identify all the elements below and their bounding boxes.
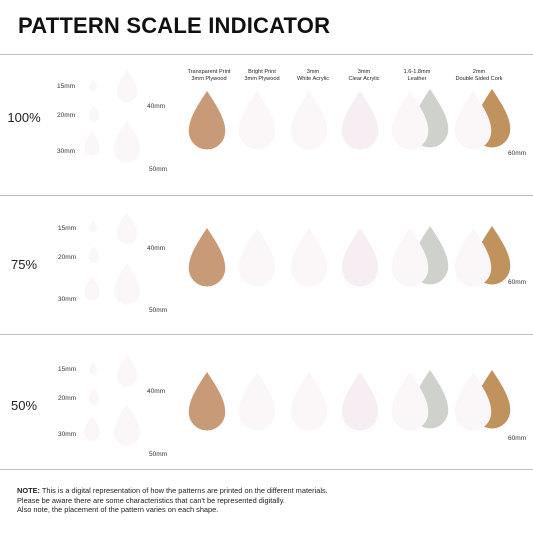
- scale-label-100: 100%: [7, 110, 41, 125]
- size-label-60: 60mm: [508, 279, 527, 286]
- note-line-2: Please be aware there are some character…: [17, 495, 285, 505]
- swatch-30mm: [84, 416, 100, 441]
- divider-bottom: [0, 469, 533, 470]
- swatch-20mm: [88, 246, 100, 263]
- size-label-50: 50mm: [149, 166, 168, 173]
- note-line-3: Also note, the placement of the pattern …: [17, 505, 219, 515]
- page-title: PATTERN SCALE INDICATOR: [18, 13, 331, 38]
- swatch-white-acrylic: [290, 372, 328, 431]
- note-label: NOTE:: [17, 486, 40, 495]
- swatch-40mm: [116, 212, 138, 245]
- column-header-cork: 2mm Double Sided Cork: [455, 69, 503, 82]
- swatch-50mm: [114, 121, 140, 163]
- size-label-40: 40mm: [147, 388, 166, 395]
- swatch-40mm: [116, 354, 138, 387]
- scale-label-75: 75%: [10, 257, 38, 272]
- size-label-40: 40mm: [147, 245, 166, 252]
- divider-1: [0, 195, 533, 196]
- size-label-50: 50mm: [149, 451, 168, 458]
- size-label-20: 20mm: [57, 112, 76, 119]
- swatch-20mm: [88, 105, 100, 122]
- swatch-15mm: [89, 79, 97, 92]
- size-label-20: 20mm: [58, 254, 77, 261]
- column-header-white-acrylic: 3mm White Acrylic: [296, 69, 329, 82]
- swatch-15mm: [89, 362, 97, 375]
- scale-label-50: 50%: [10, 398, 38, 413]
- swatch-30mm: [84, 276, 100, 301]
- swatch-40mm: [116, 70, 138, 103]
- swatch-bright-plywood: [238, 91, 276, 150]
- size-label-30: 30mm: [58, 296, 77, 303]
- column-header-transparent-plywood: Transparent Print 3mm Plywood: [187, 69, 231, 82]
- swatch-white-acrylic: [290, 91, 328, 150]
- size-label-60: 60mm: [508, 435, 527, 442]
- size-label-60: 60mm: [508, 150, 527, 157]
- size-label-20: 20mm: [58, 395, 77, 402]
- swatch-15mm: [89, 220, 97, 233]
- swatch-clear-acrylic: [341, 91, 379, 150]
- swatch-50mm: [114, 263, 140, 305]
- note-text: NOTE: This is a digital representation o…: [17, 486, 522, 515]
- swatch-bright-plywood: [238, 372, 276, 431]
- divider-top: [0, 54, 533, 55]
- column-header-clear-acrylic: 3mm Clear Acrylic: [348, 69, 380, 82]
- swatch-20mm: [88, 388, 100, 405]
- swatch-leather-front: [391, 372, 429, 431]
- size-label-15: 15mm: [57, 83, 76, 90]
- swatch-leather-front: [391, 228, 429, 287]
- column-header-leather: 1.6-1.8mm Leather: [403, 69, 431, 82]
- swatch-white-acrylic: [290, 228, 328, 287]
- swatch-clear-acrylic: [341, 228, 379, 287]
- swatch-leather-front: [391, 91, 429, 150]
- size-label-50: 50mm: [149, 307, 168, 314]
- swatch-50mm: [114, 404, 140, 446]
- swatch-transparent-plywood: [188, 91, 226, 150]
- size-label-15: 15mm: [58, 366, 77, 373]
- size-label-30: 30mm: [57, 148, 76, 155]
- note-line-1: This is a digital representation of how …: [40, 486, 328, 495]
- size-label-15: 15mm: [58, 225, 77, 232]
- divider-2: [0, 334, 533, 335]
- swatch-transparent-plywood: [188, 228, 226, 287]
- swatch-clear-acrylic: [341, 372, 379, 431]
- swatch-bright-plywood: [238, 228, 276, 287]
- column-header-bright-plywood: Bright Print 3mm Plywood: [244, 69, 280, 82]
- swatch-30mm: [84, 131, 100, 156]
- swatch-transparent-plywood: [188, 372, 226, 431]
- size-label-40: 40mm: [147, 103, 166, 110]
- size-label-30: 30mm: [58, 431, 77, 438]
